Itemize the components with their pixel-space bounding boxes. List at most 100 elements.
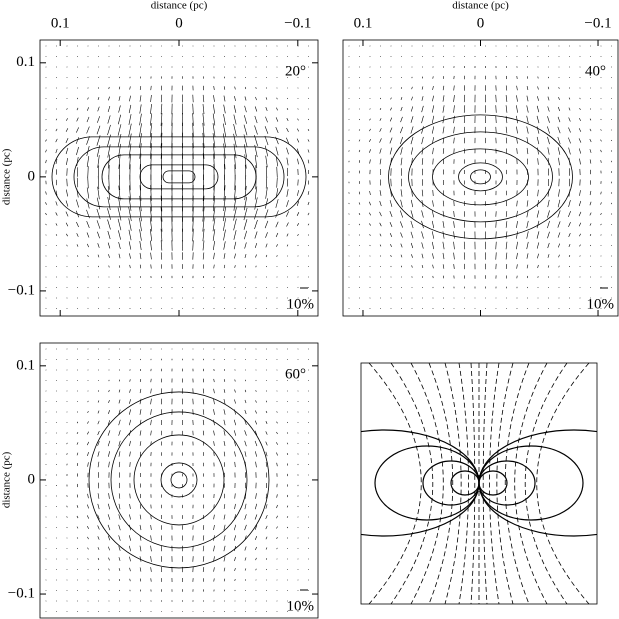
vector	[223, 113, 226, 126]
vector	[150, 153, 152, 170]
vector	[442, 148, 445, 154]
vector	[129, 451, 131, 457]
vector	[192, 228, 194, 242]
vector	[223, 440, 226, 447]
vector	[97, 175, 100, 190]
vector	[505, 105, 508, 113]
vector	[107, 230, 111, 240]
vector	[275, 127, 279, 133]
vector	[358, 149, 361, 153]
vector	[286, 137, 289, 144]
vector	[192, 103, 194, 115]
vector	[286, 222, 289, 227]
vector	[265, 410, 268, 414]
vector	[223, 398, 226, 405]
vector	[118, 399, 121, 404]
y-axis-label: distance (pc)	[1, 451, 13, 508]
vector	[233, 185, 237, 201]
vector	[87, 462, 89, 467]
vector	[108, 557, 110, 561]
vector	[118, 430, 121, 436]
vector	[536, 220, 540, 229]
vector	[264, 198, 269, 209]
vector	[108, 451, 110, 457]
vector	[202, 195, 205, 212]
vector	[129, 514, 131, 520]
vector	[516, 148, 518, 154]
vector	[578, 211, 582, 217]
vector	[222, 218, 227, 231]
vector	[139, 430, 142, 436]
vector	[76, 199, 79, 208]
vector	[297, 108, 299, 110]
vector	[87, 547, 89, 550]
vector	[568, 254, 571, 258]
vector	[139, 240, 142, 251]
vector	[600, 160, 602, 163]
vector	[202, 388, 205, 394]
vector	[129, 153, 131, 170]
vector	[600, 202, 602, 205]
contour	[88, 391, 270, 569]
vector	[265, 176, 268, 189]
vector	[389, 232, 393, 238]
vector	[86, 136, 90, 145]
vector	[87, 176, 89, 189]
vector	[55, 223, 58, 226]
vector	[400, 189, 403, 197]
vector	[129, 399, 131, 404]
vector	[600, 223, 602, 226]
vector	[431, 231, 435, 239]
vector	[202, 143, 205, 159]
vector	[297, 190, 299, 196]
vector	[97, 525, 100, 530]
vector	[421, 115, 424, 124]
vector	[286, 537, 289, 539]
vector	[45, 129, 47, 131]
vector	[139, 95, 142, 102]
vector	[505, 126, 508, 134]
vector	[129, 185, 131, 201]
vector	[212, 206, 216, 222]
contour	[408, 131, 553, 223]
vector	[213, 567, 215, 572]
vector	[202, 103, 205, 115]
vector	[358, 213, 361, 215]
vector	[244, 389, 247, 393]
vector	[537, 200, 539, 207]
vector	[389, 127, 393, 133]
vector	[97, 116, 100, 123]
vector	[76, 244, 79, 247]
vector	[400, 232, 403, 238]
vector	[202, 409, 205, 415]
vector	[129, 389, 131, 393]
vector	[265, 462, 268, 467]
vector	[97, 461, 100, 468]
vector	[192, 206, 194, 222]
field-line	[444, 363, 462, 604]
vector	[286, 442, 289, 445]
vector	[150, 514, 152, 520]
vector	[265, 400, 268, 403]
vector	[128, 207, 132, 221]
vector	[118, 379, 121, 382]
y-tick-label: 0.1	[16, 54, 35, 70]
vector	[495, 105, 497, 113]
vector	[296, 201, 300, 206]
vector	[160, 122, 163, 138]
vector	[400, 136, 403, 145]
vector	[118, 105, 121, 113]
vector	[97, 441, 100, 446]
vector	[150, 419, 152, 426]
vector	[307, 149, 310, 153]
vector	[107, 208, 111, 220]
vector	[307, 223, 310, 226]
vector	[255, 400, 257, 403]
vector	[45, 191, 47, 195]
vector	[76, 442, 79, 445]
vector	[223, 430, 226, 436]
vector	[410, 116, 414, 123]
vector	[411, 96, 413, 101]
vector	[202, 567, 205, 572]
vector	[66, 108, 68, 110]
